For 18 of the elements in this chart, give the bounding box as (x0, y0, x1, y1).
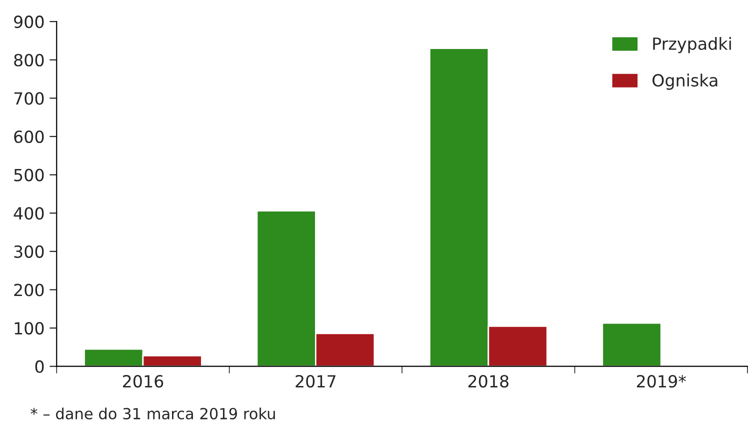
y-tick-label: 700 (14, 92, 44, 105)
y-tick-label: 500 (14, 168, 44, 182)
y-tick-label: 100 (14, 322, 44, 335)
legend-label: Przypadki (653, 37, 731, 54)
legend-label: Ogniska (652, 74, 718, 90)
bar (602, 322, 662, 366)
y-tick-label: 800 (14, 54, 44, 66)
y-tick-label: 400 (14, 207, 44, 220)
y-tick-label: 200 (14, 284, 44, 296)
y-tick-label: 900 (14, 16, 44, 28)
x-tick-label: 2019* (636, 374, 686, 388)
y-tick-label: 600 (14, 130, 44, 144)
x-tick-label: 2016 (122, 374, 164, 388)
text: * – dane do 31 marca 2019 roku (30, 408, 275, 420)
y-tick-label: 0 (35, 360, 44, 373)
x-tick-label: 2017 (296, 374, 336, 388)
x-tick-label: 2018 (468, 374, 508, 388)
y-tick-label: 300 (14, 245, 44, 258)
